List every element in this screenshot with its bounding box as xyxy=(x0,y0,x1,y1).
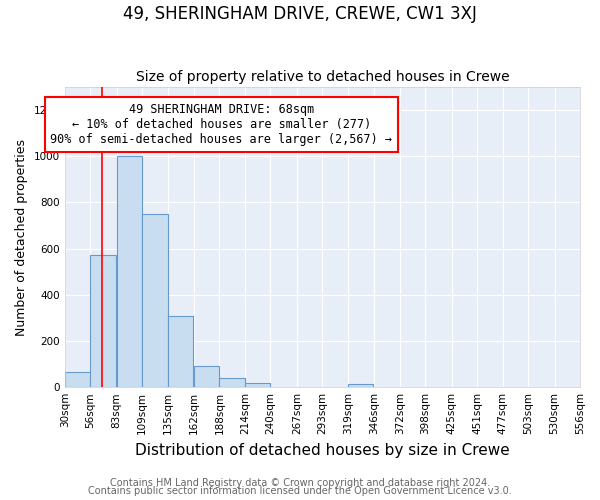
Bar xyxy=(142,214,167,387)
Bar xyxy=(194,366,220,387)
Title: Size of property relative to detached houses in Crewe: Size of property relative to detached ho… xyxy=(136,70,509,85)
Bar xyxy=(116,156,142,387)
Bar xyxy=(245,382,271,387)
Bar xyxy=(167,316,193,387)
Bar xyxy=(220,378,245,387)
Y-axis label: Number of detached properties: Number of detached properties xyxy=(15,138,28,336)
Text: Contains public sector information licensed under the Open Government Licence v3: Contains public sector information licen… xyxy=(88,486,512,496)
X-axis label: Distribution of detached houses by size in Crewe: Distribution of detached houses by size … xyxy=(135,442,510,458)
Text: 49, SHERINGHAM DRIVE, CREWE, CW1 3XJ: 49, SHERINGHAM DRIVE, CREWE, CW1 3XJ xyxy=(123,5,477,23)
Text: 49 SHERINGHAM DRIVE: 68sqm
← 10% of detached houses are smaller (277)
90% of sem: 49 SHERINGHAM DRIVE: 68sqm ← 10% of deta… xyxy=(50,103,392,146)
Bar xyxy=(90,255,116,387)
Bar xyxy=(348,384,373,387)
Bar xyxy=(65,372,90,387)
Text: Contains HM Land Registry data © Crown copyright and database right 2024.: Contains HM Land Registry data © Crown c… xyxy=(110,478,490,488)
